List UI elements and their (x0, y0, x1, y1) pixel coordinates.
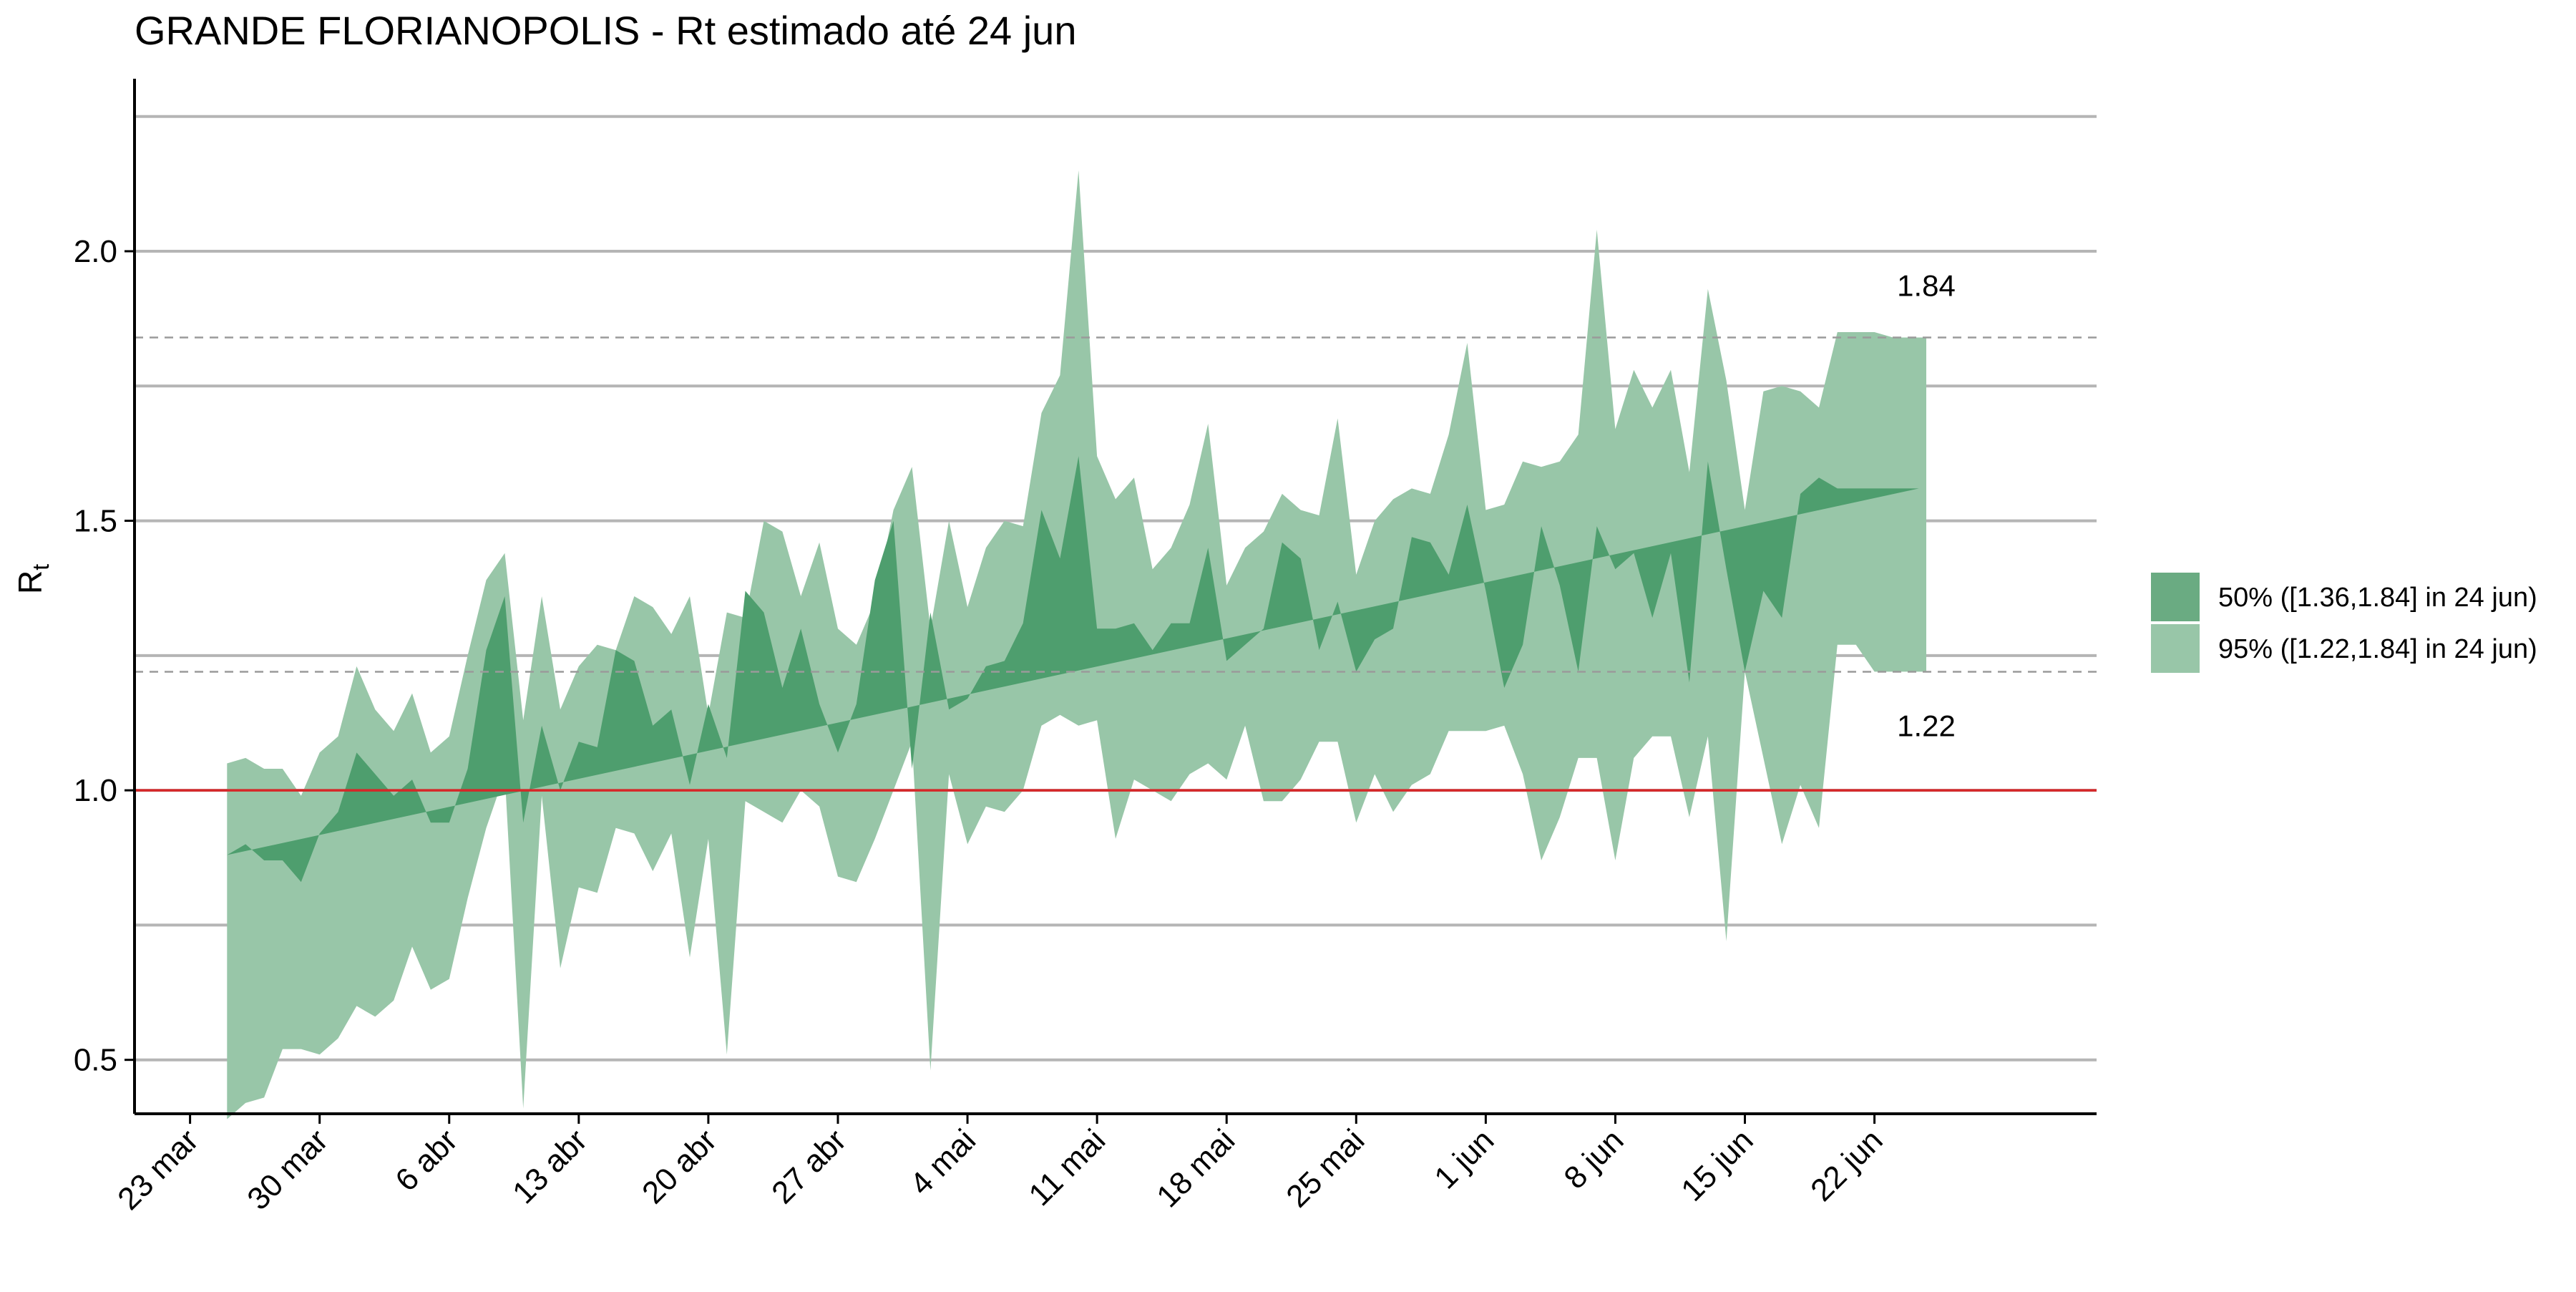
x-tick-label: 8 jun (1557, 1122, 1630, 1195)
legend-label-95: 95% ([1.22,1.84] in 24 jun) (2218, 634, 2537, 664)
x-tick-label: 25 mai (1279, 1122, 1371, 1214)
y-axis-label: Rt (11, 564, 54, 594)
x-tick-label: 23 mar (111, 1122, 205, 1216)
y-axis-label-sub: t (28, 564, 54, 570)
legend-swatch-95 (2151, 624, 2200, 673)
x-tick-label: 1 jun (1428, 1122, 1501, 1195)
band-50-area (227, 456, 1919, 883)
x-tick-label: 20 abr (635, 1122, 723, 1210)
x-tick-label: 30 mar (240, 1122, 334, 1216)
x-tick-label: 13 abr (506, 1122, 594, 1210)
reference-lines: 1.84 1.22 (135, 269, 2097, 792)
legend-label-50: 50% ([1.36,1.84] in 24 jun) (2218, 583, 2537, 613)
y-tick-label: 2.0 (74, 234, 117, 269)
y-tick-label: 0.5 (74, 1043, 117, 1078)
dashed-line-label-1.22: 1.22 (1897, 709, 1956, 742)
dashed-line-label-1.84: 1.84 (1897, 269, 1956, 303)
band-50 (227, 456, 1919, 883)
legend-swatch-50 (2151, 573, 2200, 621)
y-tick-label: 1.5 (74, 504, 117, 539)
x-tick-label: 6 abr (389, 1122, 464, 1198)
x-tick-label: 15 jun (1674, 1122, 1760, 1208)
legend: 50% ([1.36,1.84] in 24 jun) 95% ([1.22,1… (2151, 573, 2537, 673)
x-tick-label: 11 mai (1022, 1122, 1112, 1213)
x-tick-label: 27 abr (765, 1122, 853, 1210)
y-tick-label: 1.0 (74, 773, 117, 808)
x-tick-label: 4 mai (903, 1122, 982, 1202)
x-tick-label: 22 jun (1804, 1122, 1889, 1208)
x-tick-label: 18 mai (1150, 1122, 1241, 1214)
chart-title: GRANDE FLORIANOPOLIS - Rt estimado até 2… (135, 8, 1076, 53)
y-axis-label-main: R (11, 570, 49, 594)
